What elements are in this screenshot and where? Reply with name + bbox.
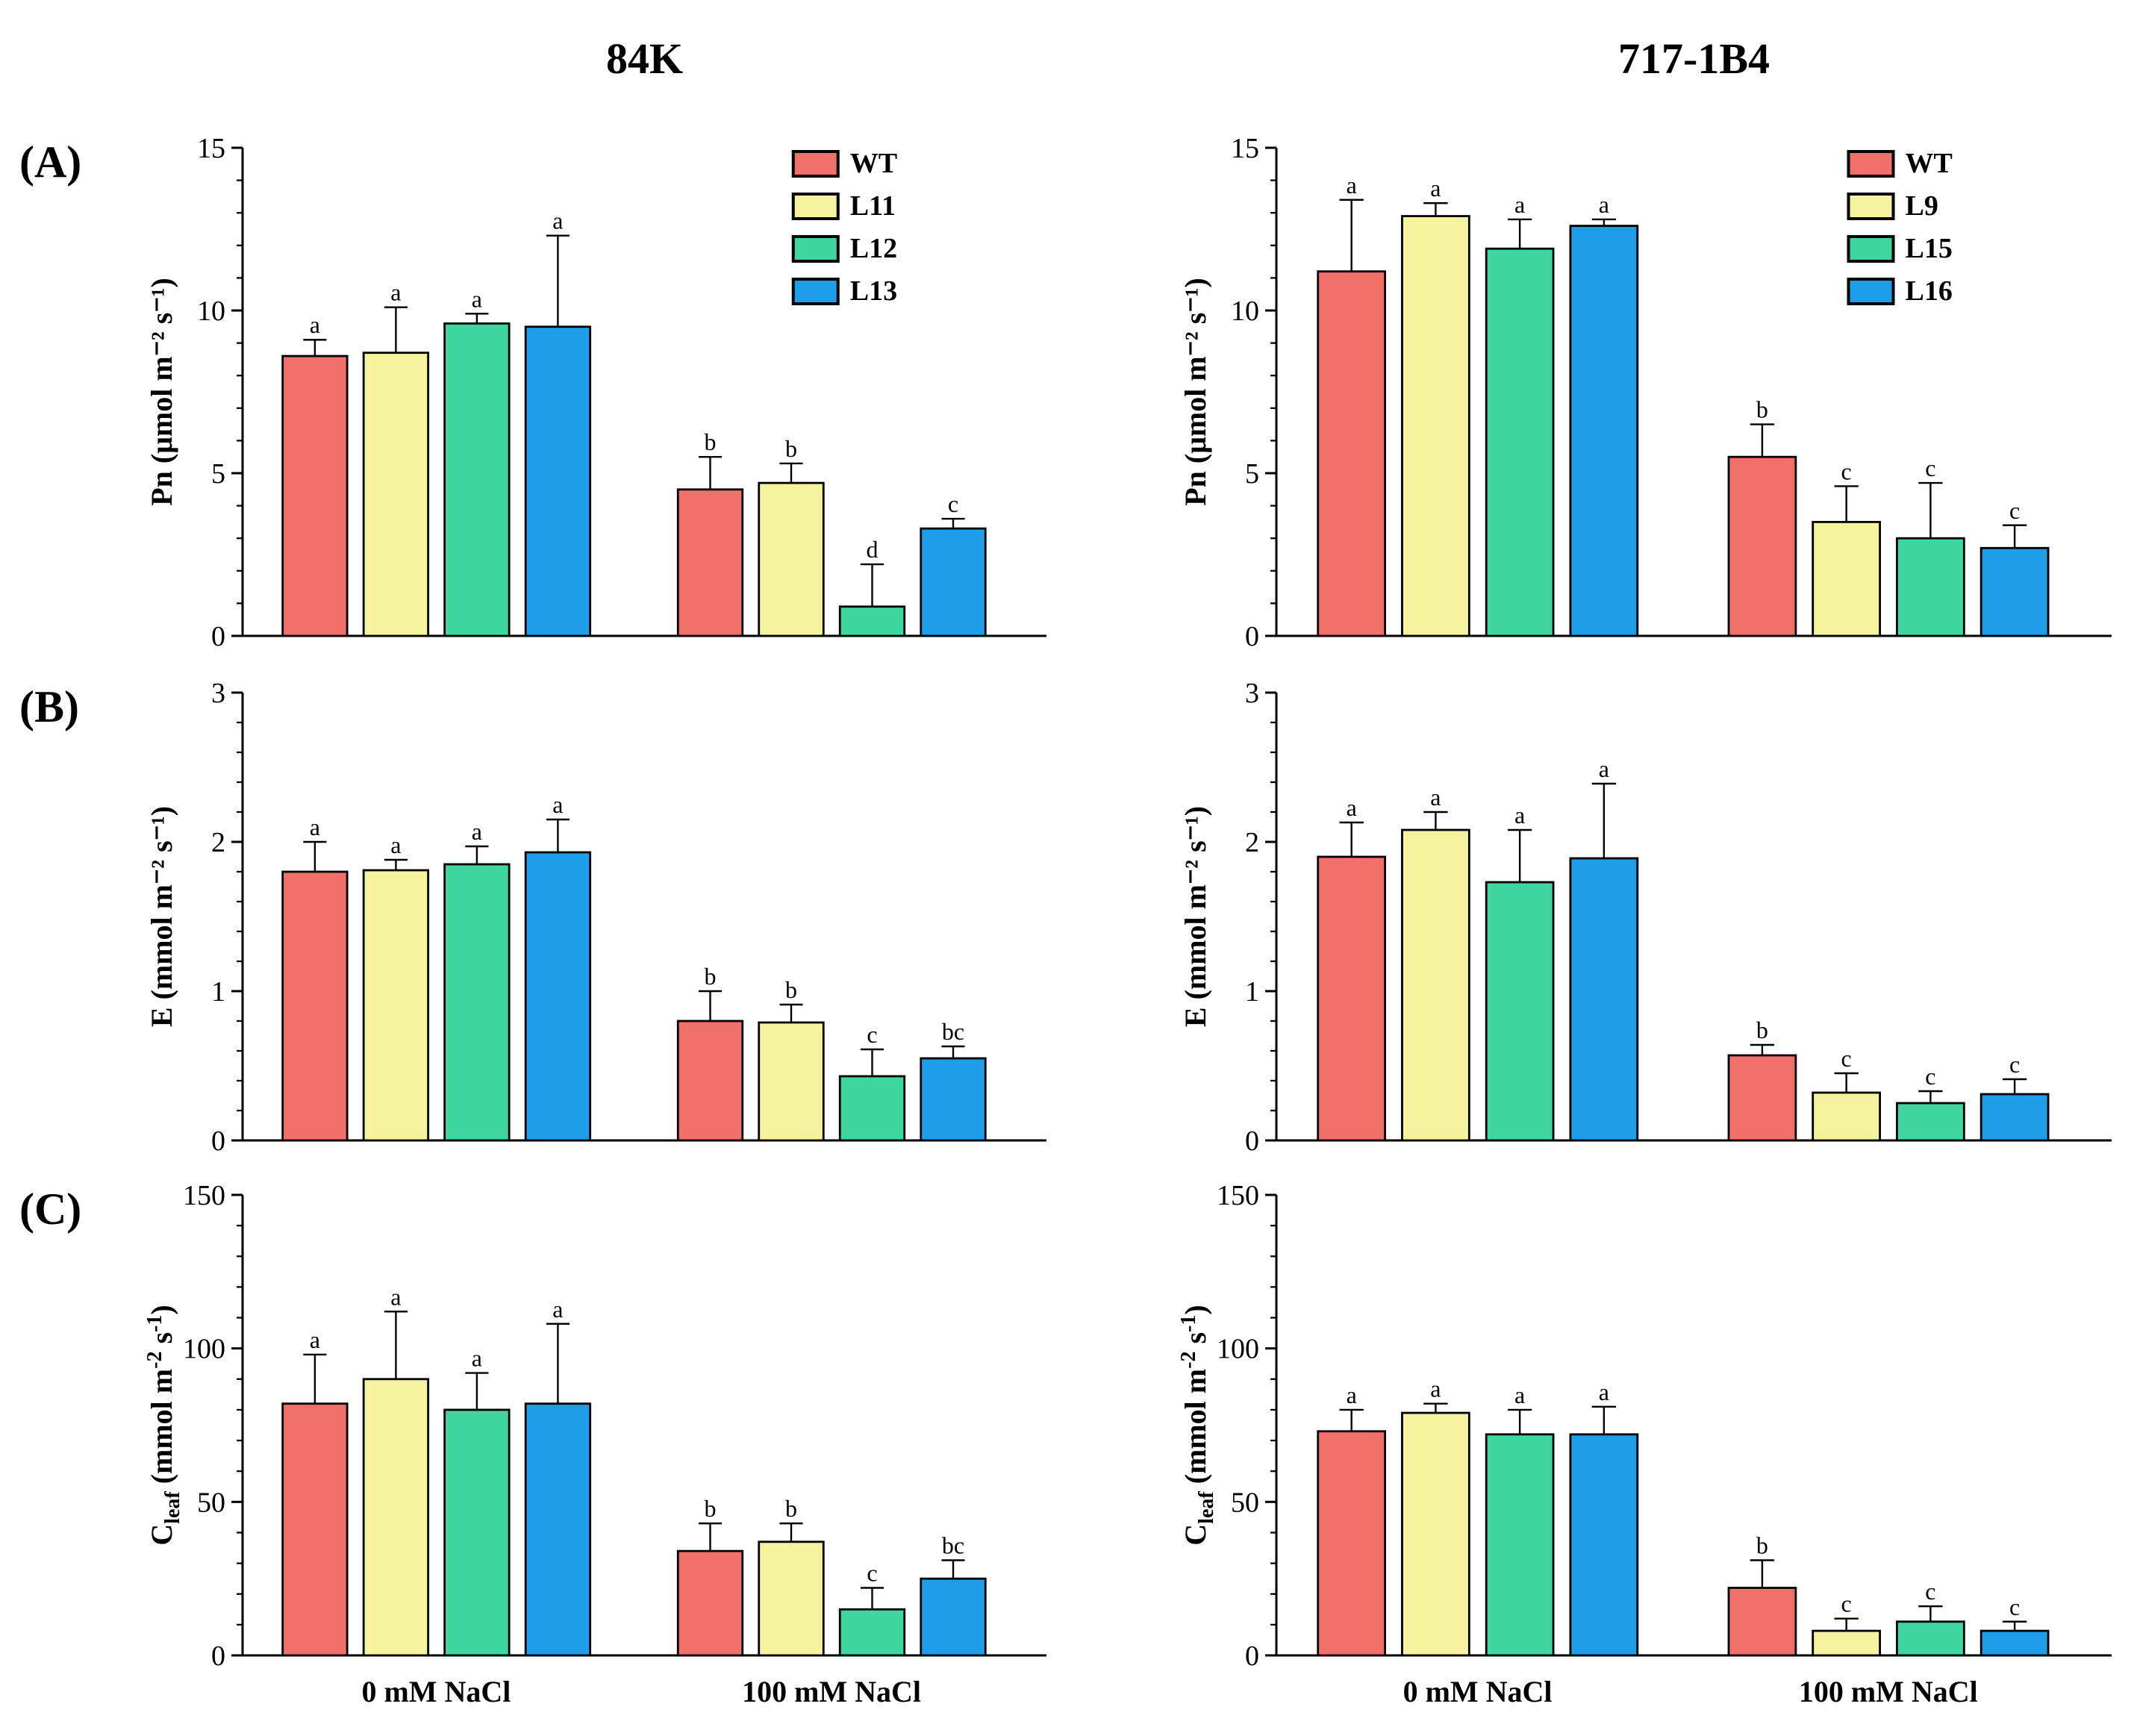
svg-text:E (mmol m⁻² s⁻¹): E (mmol m⁻² s⁻¹) <box>1179 806 1212 1027</box>
svg-text:c: c <box>1925 455 1935 481</box>
svg-text:a: a <box>1347 172 1357 199</box>
svg-text:a: a <box>472 285 482 312</box>
svg-text:b: b <box>1756 1532 1768 1558</box>
svg-text:a: a <box>1430 784 1441 811</box>
svg-text:(A): (A) <box>19 137 81 187</box>
svg-text:0: 0 <box>211 1640 225 1672</box>
svg-text:10: 10 <box>1231 296 1259 327</box>
svg-text:Pn (μmol m⁻² s⁻¹): Pn (μmol m⁻² s⁻¹) <box>1179 278 1212 506</box>
svg-text:a: a <box>1514 191 1525 218</box>
svg-text:L11: L11 <box>850 190 896 222</box>
svg-text:1: 1 <box>1245 976 1259 1008</box>
svg-text:E (mmol m⁻² s⁻¹): E (mmol m⁻² s⁻¹) <box>145 806 178 1027</box>
svg-text:0: 0 <box>1245 1125 1259 1157</box>
svg-text:a: a <box>1599 1379 1609 1405</box>
svg-text:a: a <box>552 207 563 234</box>
svg-text:c: c <box>948 490 958 517</box>
svg-text:b: b <box>785 435 797 462</box>
svg-text:100 mM NaCl: 100 mM NaCl <box>1799 1675 1978 1708</box>
svg-text:3: 3 <box>211 678 225 709</box>
svg-text:c: c <box>1925 1578 1935 1605</box>
svg-text:bc: bc <box>942 1532 964 1558</box>
svg-text:c: c <box>1925 1063 1935 1090</box>
svg-text:a: a <box>472 1345 482 1372</box>
svg-text:150: 150 <box>183 1180 225 1211</box>
svg-text:a: a <box>390 279 401 306</box>
svg-text:Pn (μmol m⁻² s⁻¹): Pn (μmol m⁻² s⁻¹) <box>145 278 178 506</box>
svg-text:a: a <box>310 311 320 338</box>
svg-text:a: a <box>1347 1381 1357 1408</box>
svg-text:50: 50 <box>1231 1487 1259 1518</box>
svg-text:150: 150 <box>1217 1180 1259 1211</box>
svg-text:b: b <box>1756 396 1768 423</box>
svg-text:a: a <box>1430 175 1441 202</box>
svg-text:L16: L16 <box>1906 275 1953 307</box>
svg-text:c: c <box>2009 497 2020 524</box>
svg-text:c: c <box>867 1021 877 1048</box>
svg-text:WT: WT <box>850 148 897 179</box>
svg-text:bc: bc <box>942 1018 964 1045</box>
svg-text:c: c <box>867 1560 877 1587</box>
svg-text:10: 10 <box>197 296 225 327</box>
svg-text:b: b <box>705 428 717 455</box>
svg-text:b: b <box>785 976 797 1003</box>
svg-text:100 mM NaCl: 100 mM NaCl <box>742 1675 921 1708</box>
svg-text:c: c <box>2009 1051 2020 1078</box>
svg-text:b: b <box>785 1495 797 1522</box>
svg-text:(B): (B) <box>19 682 79 731</box>
svg-text:1: 1 <box>211 976 225 1008</box>
svg-text:3: 3 <box>1245 678 1259 709</box>
svg-text:0: 0 <box>1245 1640 1259 1672</box>
svg-text:2: 2 <box>1245 827 1259 858</box>
svg-text:0: 0 <box>1245 621 1259 652</box>
svg-text:d: d <box>867 536 879 563</box>
svg-text:a: a <box>310 1326 320 1353</box>
svg-text:0 mM NaCl: 0 mM NaCl <box>1403 1675 1553 1708</box>
svg-text:c: c <box>1841 1590 1852 1617</box>
svg-text:(C): (C) <box>19 1184 81 1234</box>
svg-text:c: c <box>2009 1593 2020 1620</box>
svg-text:a: a <box>390 831 401 858</box>
svg-text:5: 5 <box>1245 458 1259 490</box>
svg-text:84K: 84K <box>606 34 683 83</box>
svg-text:b: b <box>705 1495 717 1522</box>
svg-text:15: 15 <box>1231 133 1259 164</box>
svg-text:b: b <box>705 963 717 990</box>
svg-text:100: 100 <box>183 1334 225 1365</box>
svg-text:50: 50 <box>197 1487 225 1518</box>
svg-text:15: 15 <box>197 133 225 164</box>
svg-text:a: a <box>552 1296 563 1323</box>
svg-text:c: c <box>1841 458 1852 484</box>
svg-text:a: a <box>390 1283 401 1310</box>
svg-text:c: c <box>1841 1045 1852 1072</box>
svg-text:a: a <box>1599 191 1609 218</box>
svg-text:WT: WT <box>1906 148 1953 179</box>
svg-text:L12: L12 <box>850 233 897 264</box>
svg-text:L13: L13 <box>850 275 897 307</box>
svg-text:2: 2 <box>211 827 225 858</box>
svg-text:a: a <box>1599 755 1609 782</box>
svg-text:5: 5 <box>211 458 225 490</box>
svg-text:717-1B4: 717-1B4 <box>1618 34 1770 83</box>
svg-text:100: 100 <box>1217 1334 1259 1365</box>
svg-text:a: a <box>1430 1376 1441 1402</box>
svg-text:a: a <box>552 791 563 818</box>
svg-text:a: a <box>1514 1381 1525 1408</box>
svg-text:L15: L15 <box>1906 233 1953 264</box>
svg-text:a: a <box>1514 802 1525 828</box>
svg-text:a: a <box>310 814 320 840</box>
svg-text:a: a <box>1347 794 1357 821</box>
svg-text:0 mM NaCl: 0 mM NaCl <box>361 1675 511 1708</box>
svg-text:0: 0 <box>211 1125 225 1157</box>
svg-text:0: 0 <box>211 621 225 652</box>
svg-text:L9: L9 <box>1906 190 1938 222</box>
svg-text:b: b <box>1756 1017 1768 1043</box>
svg-text:a: a <box>472 818 482 845</box>
